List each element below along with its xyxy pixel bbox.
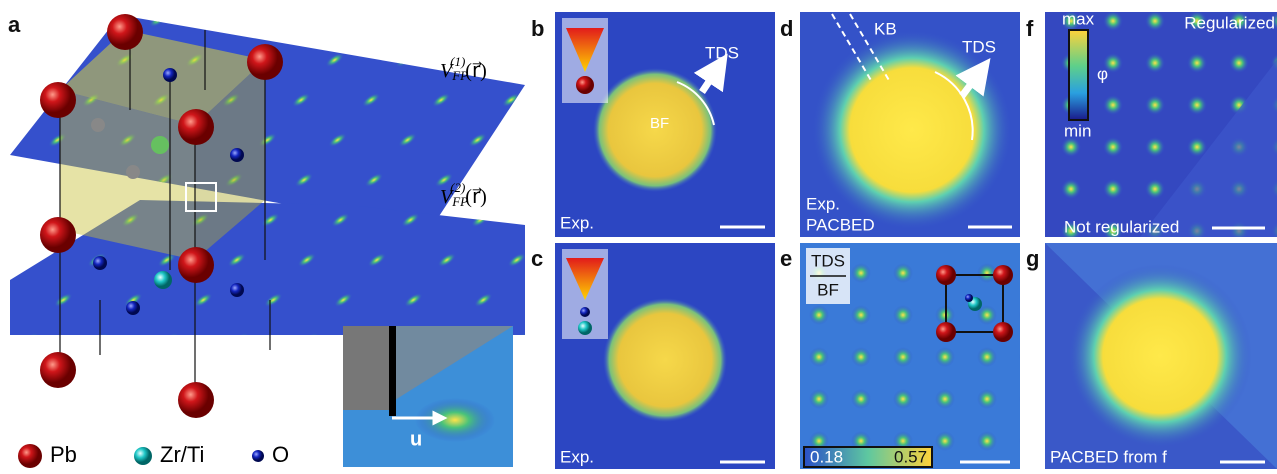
atom-pb <box>178 382 214 418</box>
top-label: Regularized <box>1184 13 1275 32</box>
atom-o <box>126 301 140 315</box>
atom-zrti <box>151 136 169 154</box>
symbol: φ <box>1097 64 1108 83</box>
legend-label: Pb <box>50 442 77 467</box>
atom-o <box>91 118 105 132</box>
bottom-label: Not regularized <box>1064 217 1179 236</box>
caption: Exp. <box>806 194 840 213</box>
panel-e: TDS BF 0.18 0.57 e <box>780 243 1020 469</box>
line-label: KB <box>874 19 897 38</box>
colorbar-max: max <box>1062 9 1095 28</box>
legend-label: O <box>272 442 289 467</box>
atom-pb <box>107 14 143 50</box>
colorbar-min: 0.18 <box>810 447 843 466</box>
atom-pb <box>178 247 214 283</box>
colorbar-max: 0.57 <box>894 447 927 466</box>
caption: PACBED from f <box>1050 447 1167 466</box>
panel-b: TDS BF Exp. b <box>531 12 775 237</box>
caption: PACBED <box>806 215 875 234</box>
panel-label: e <box>780 246 792 271</box>
panel-label: b <box>531 16 544 41</box>
atom-pb <box>178 109 214 145</box>
panel-d: KB TDS Exp. PACBED d <box>780 12 1020 237</box>
atom-pb <box>40 217 76 253</box>
atom-pb <box>40 352 76 388</box>
arrow-label: TDS <box>705 43 739 62</box>
disc-label: BF <box>650 115 669 132</box>
atom-o <box>230 283 244 297</box>
body: u VFP(1)(r⃗) VFP(2)(r⃗) a Pb Zr/Ti O TDS… <box>0 0 1277 474</box>
colorbar-min: min <box>1064 121 1091 140</box>
fraction-denominator: BF <box>817 280 839 299</box>
panel-g: PACBED from f g <box>1026 243 1277 469</box>
legend-label: Zr/Ti <box>160 442 204 467</box>
vector-label: u <box>410 428 422 450</box>
atom-o <box>93 256 107 270</box>
caption: Exp. <box>560 447 594 466</box>
fraction-numerator: TDS <box>811 251 845 270</box>
caption: Exp. <box>560 213 594 232</box>
figure: u VFP(1)(r⃗) VFP(2)(r⃗) a Pb Zr/Ti O TDS… <box>0 0 1277 469</box>
plane-1-label: VFP(1)(r⃗) <box>440 54 487 83</box>
atom-pb <box>40 82 76 118</box>
atom-o <box>163 68 177 82</box>
atom-pb <box>247 44 283 80</box>
atom-o <box>230 148 244 162</box>
atom-o <box>126 165 140 179</box>
panel-label: g <box>1026 246 1039 271</box>
panel-c: Exp. c <box>531 243 775 469</box>
legend-marker <box>134 447 152 465</box>
panel-label: d <box>780 16 793 41</box>
inset: u <box>343 326 513 467</box>
legend-marker <box>252 450 264 462</box>
legend-marker <box>18 444 42 468</box>
panel-label: c <box>531 246 543 271</box>
panel-label: a <box>8 12 21 37</box>
panel-f: max min φ Regularized Not regularized f <box>1026 9 1277 237</box>
panel-label: f <box>1026 16 1034 41</box>
atom-zrti <box>154 271 172 289</box>
page: Figure {"panels": { "a": {"label": "a", … <box>0 0 1277 474</box>
arrow-label: TDS <box>962 37 996 56</box>
panel-a: u VFP(1)(r⃗) VFP(2)(r⃗) a Pb Zr/Ti O <box>8 12 525 468</box>
